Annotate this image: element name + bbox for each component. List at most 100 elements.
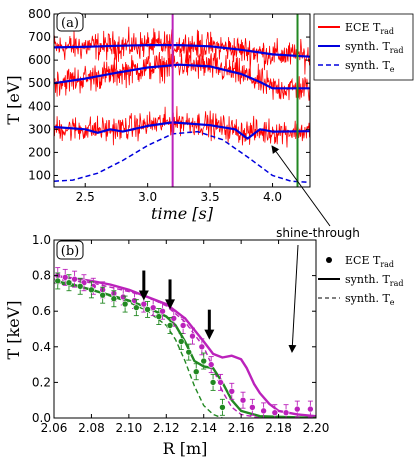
legend-b-synth-te-label: synth. Te xyxy=(345,292,395,307)
b-ece-point xyxy=(99,291,106,299)
ece-trad-trace-2 xyxy=(54,106,310,148)
b-xtick-label-5: 2.16 xyxy=(228,421,255,435)
legend-a-synth-te-label: synth. Te xyxy=(345,59,395,74)
b-xtick-label-2: 2.10 xyxy=(115,421,142,435)
b-ece-point xyxy=(76,282,84,290)
b-ece-point xyxy=(260,407,267,415)
panel-a-xlabel: time [s] xyxy=(151,204,214,223)
b-xtick-label-7: 2.20 xyxy=(303,421,330,435)
panel-a-label-box: (a) xyxy=(56,12,84,32)
panel-a: 2.5 3.0 3.5 4.0 100 200 300 400 500 600 700 800 (a)… xyxy=(4,7,414,223)
synth-te-trace xyxy=(54,130,310,184)
b-ece-point xyxy=(185,348,193,356)
b-ece-point xyxy=(198,343,206,351)
synth-trad-trace-0 xyxy=(54,43,310,58)
b-arrow-head-0 xyxy=(138,290,149,301)
panel-a-ylabel: T [eV] xyxy=(4,75,23,124)
panel-b-ticks: 2.06 2.08 2.10 2.12 2.14 2.16 2.18 2.20 0.0 0.2 0.… xyxy=(32,233,329,435)
b-ece-point xyxy=(239,396,247,404)
b-xtick-label-4: 2.14 xyxy=(190,421,217,435)
a-ytick-label-3: 400 xyxy=(28,99,51,113)
b-ece-point xyxy=(140,300,148,308)
b-ece-point xyxy=(133,304,140,311)
b-xtick-label-1: 2.08 xyxy=(78,421,105,435)
a-xtick-label-0: 2.5 xyxy=(76,190,95,204)
b-ece-point xyxy=(61,274,69,281)
legend-a-ece-label: ECE Trad xyxy=(345,21,394,36)
b-ece-point xyxy=(170,315,178,322)
b-ece-point xyxy=(209,379,217,386)
a-ytick-label-0: 100 xyxy=(28,168,51,182)
b-ytick-label-3: 0.6 xyxy=(32,304,51,318)
b-synth-trad-line-1 xyxy=(54,279,316,418)
b-ytick-label-2: 0.4 xyxy=(32,340,51,354)
a-ytick-label-2: 300 xyxy=(28,122,51,136)
legend-b-ece-label: ECE Trad xyxy=(345,254,394,269)
b-ytick-label-4: 0.8 xyxy=(32,269,51,283)
b-ece-point xyxy=(189,332,196,340)
b-ece-point xyxy=(121,300,129,308)
a-xtick-label-2: 3.5 xyxy=(201,190,220,204)
b-ece-point xyxy=(144,306,151,313)
b-ece-point xyxy=(293,405,301,413)
b-ece-point xyxy=(88,286,95,294)
b-xtick-label-3: 2.12 xyxy=(153,421,180,435)
a-ytick-label-1: 200 xyxy=(28,145,51,159)
b-ece-point xyxy=(166,322,174,329)
panel-a-plot-area xyxy=(54,26,310,184)
panel-b-plot-area xyxy=(54,267,316,418)
a-ytick-label-4: 500 xyxy=(28,76,51,90)
a-ytick-label-7: 800 xyxy=(28,7,51,21)
b-ece-point xyxy=(54,277,62,285)
b-ece-point xyxy=(249,404,256,411)
panel-b-frame xyxy=(53,239,317,419)
b-ece-point xyxy=(192,368,200,376)
legend-b-ece-swatch xyxy=(326,257,332,263)
a-xtick-label-3: 4.0 xyxy=(263,190,282,204)
b-ece-point xyxy=(200,357,208,365)
panel-a-label: (a) xyxy=(61,16,79,31)
b-arrow-head-1 xyxy=(165,299,176,310)
shine-through-arrow-b xyxy=(288,244,299,353)
b-ece-point xyxy=(179,322,187,329)
panel-a-legend: ECE Trad synth. Trad synth. Te xyxy=(313,13,414,81)
synth-trad-trace-1 xyxy=(54,63,310,90)
panel-b-label: (b) xyxy=(61,244,79,259)
legend-b-synth-trad-label: synth. Trad xyxy=(345,273,404,288)
a-ytick-label-6: 700 xyxy=(28,30,51,44)
b-ytick-label-5: 1.0 xyxy=(32,233,51,247)
b-ece-point xyxy=(219,404,226,411)
panel-b-legend: ECE Trad synth. Trad synth. Te xyxy=(318,254,404,307)
b-ece-point xyxy=(159,307,166,315)
b-xtick-label-6: 2.18 xyxy=(265,421,292,435)
legend-a-synth-trad-label: synth. Trad xyxy=(345,40,404,55)
b-arrow-head-2 xyxy=(204,329,215,340)
b-ece-point xyxy=(71,275,78,283)
b-ece-point xyxy=(228,387,236,395)
b-ece-point xyxy=(155,313,163,320)
panel-a-ticks: 2.5 3.0 3.5 4.0 100 200 300 400 500 600 700 800 xyxy=(28,7,310,204)
a-ytick-label-5: 600 xyxy=(28,53,51,67)
b-ytick-label-0: 0.0 xyxy=(32,411,51,425)
panel-b-ylabel: T [keV] xyxy=(4,301,23,360)
panel-b-label-box: (b) xyxy=(56,240,84,260)
b-ece-point xyxy=(177,338,185,345)
b-ece-point xyxy=(110,295,118,303)
shine-through-annotation: shine-through xyxy=(276,226,360,240)
panel-a-time-markers xyxy=(171,14,299,187)
b-ece-point xyxy=(271,409,279,416)
b-ece-point xyxy=(282,409,290,416)
b-ytick-label-1: 0.2 xyxy=(32,375,51,389)
b-synth-trad-line-0 xyxy=(54,274,316,418)
b-ece-point xyxy=(207,361,215,368)
b-ece-point xyxy=(307,405,314,413)
ece-trad-trace-1 xyxy=(54,47,310,101)
b-ece-point xyxy=(149,304,157,311)
b-ece-point xyxy=(217,379,224,386)
panel-b-arrows xyxy=(138,270,215,340)
shine-through-arrow-a xyxy=(271,145,331,227)
b-ece-point xyxy=(65,279,73,287)
panel-b: 2.06 2.08 2.10 2.12 2.14 2.16 2.18 2.20 0.0 0.2 0.… xyxy=(4,145,404,458)
a-xtick-label-1: 3.0 xyxy=(138,190,157,204)
